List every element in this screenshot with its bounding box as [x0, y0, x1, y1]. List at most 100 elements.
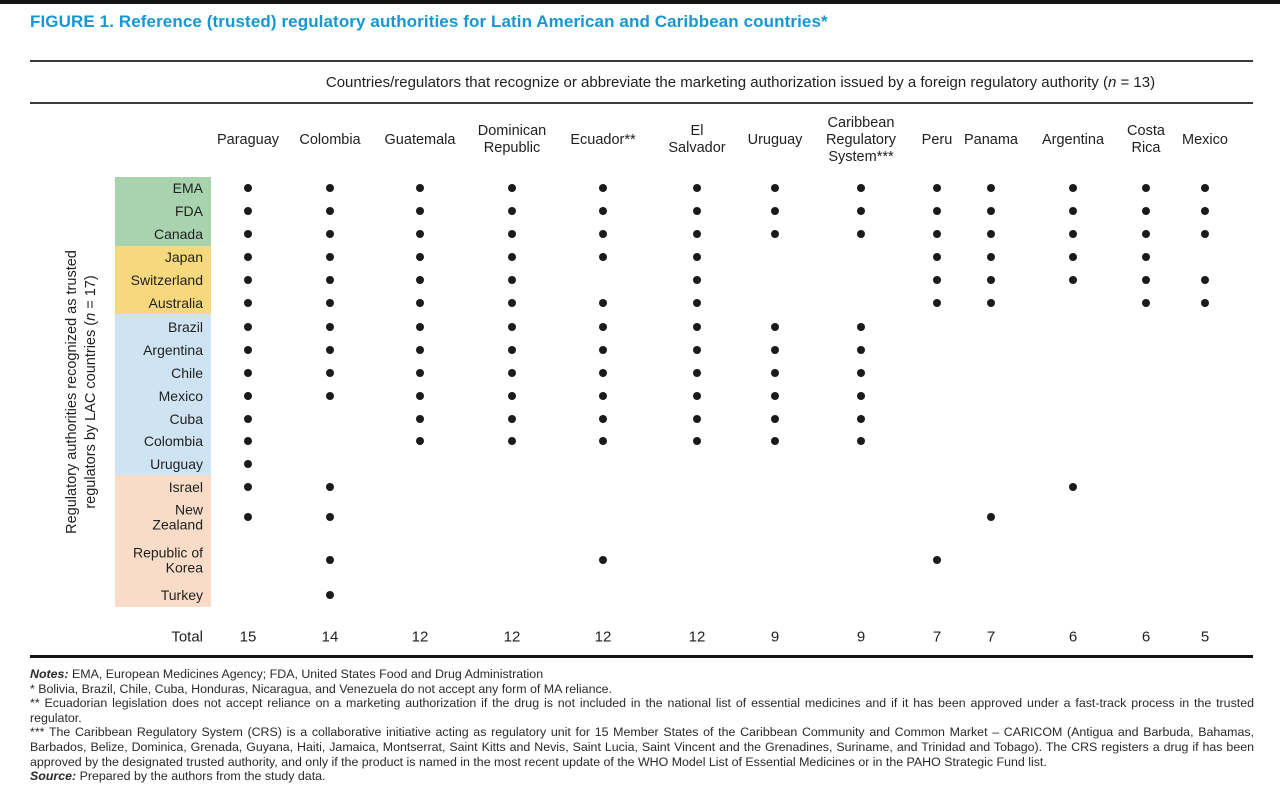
matrix-dot-colombia-uruguay — [771, 437, 779, 445]
header-rule-top — [30, 60, 1253, 62]
row-label-fda: FDA — [175, 202, 203, 219]
matrix-dot-fda-mexico — [1201, 207, 1209, 215]
matrix-dot-switzerland-el-salvador — [693, 276, 701, 284]
matrix-dot-japan-panama — [987, 253, 995, 261]
matrix-dot-fda-panama — [987, 207, 995, 215]
matrix-dot-chile-guatemala — [416, 369, 424, 377]
matrix-dot-fda-uruguay — [771, 207, 779, 215]
span-header-suffix: = 13) — [1116, 74, 1156, 91]
matrix-dot-republic-of-korea-colombia — [326, 556, 334, 564]
matrix-dot-cuba-dominican-republic — [508, 415, 516, 423]
matrix-dot-argentina-el-salvador — [693, 346, 701, 354]
matrix-dot-australia-paraguay — [244, 299, 252, 307]
row-label-ema: EMA — [172, 179, 203, 196]
total-row-label: Total — [171, 628, 203, 646]
notes-block: Notes: EMA, European Medicines Agency; F… — [30, 667, 1254, 784]
matrix-dot-mexico-guatemala — [416, 392, 424, 400]
matrix-dot-new-zealand-panama — [987, 513, 995, 521]
matrix-dot-cuba-caribbean-regulatory-system — [857, 415, 865, 423]
col-header-guatemala: Guatemala — [384, 131, 456, 148]
col-header-argentina: Argentina — [1041, 131, 1105, 148]
matrix-dot-australia-ecuador — [599, 299, 607, 307]
matrix-dot-republic-of-korea-peru — [933, 556, 941, 564]
matrix-dot-brazil-dominican-republic — [508, 323, 516, 331]
matrix-dot-fda-el-salvador — [693, 207, 701, 215]
matrix-dot-israel-argentina — [1069, 483, 1077, 491]
matrix-dot-cuba-uruguay — [771, 415, 779, 423]
source-lead: Source: — [30, 769, 77, 784]
matrix-dot-brazil-caribbean-regulatory-system — [857, 323, 865, 331]
matrix-dot-colombia-paraguay — [244, 437, 252, 445]
matrix-dot-japan-el-salvador — [693, 253, 701, 261]
y-axis-label-line2: regulators by LAC countries (n = 17) — [83, 275, 99, 509]
row-label-turkey: Turkey — [160, 586, 203, 603]
matrix-dot-new-zealand-paraguay — [244, 513, 252, 521]
matrix-dot-japan-peru — [933, 253, 941, 261]
total-caribbean-regulatory-system: 9 — [856, 628, 866, 646]
row-label-japan: Japan — [164, 248, 203, 265]
matrix-dot-switzerland-costa-rica — [1142, 276, 1150, 284]
row-label-canada: Canada — [153, 225, 203, 242]
matrix-dot-canada-ecuador — [599, 230, 607, 238]
matrix-dot-ema-ecuador — [599, 184, 607, 192]
row-label-cuba: Cuba — [169, 410, 203, 427]
col-header-uruguay: Uruguay — [747, 131, 803, 148]
row-label-republic-of-korea: Republic of Korea — [132, 544, 203, 575]
matrix-dot-mexico-caribbean-regulatory-system — [857, 392, 865, 400]
row-label-uruguay: Uruguay — [150, 455, 203, 472]
matrix-dot-australia-el-salvador — [693, 299, 701, 307]
matrix-dot-australia-panama — [987, 299, 995, 307]
matrix-dot-brazil-ecuador — [599, 323, 607, 331]
matrix-dot-switzerland-paraguay — [244, 276, 252, 284]
matrix-dot-mexico-ecuador — [599, 392, 607, 400]
matrix-dot-switzerland-argentina — [1069, 276, 1077, 284]
span-header-text: Countries/regulators that recognize or a… — [325, 74, 1108, 91]
col-header-colombia: Colombia — [299, 131, 361, 148]
col-header-caribbean-regulatory-system: Caribbean Regulatory System*** — [825, 114, 897, 165]
matrix-dot-canada-el-salvador — [693, 230, 701, 238]
matrix-dot-ema-peru — [933, 184, 941, 192]
matrix-dot-canada-peru — [933, 230, 941, 238]
matrix-dot-brazil-guatemala — [416, 323, 424, 331]
footnote-2: ** Ecuadorian legislation does not accep… — [30, 696, 1254, 725]
matrix-dot-mexico-paraguay — [244, 392, 252, 400]
matrix-dot-canada-guatemala — [416, 230, 424, 238]
matrix-dot-turkey-colombia — [326, 591, 334, 599]
matrix-dot-uruguay-paraguay — [244, 460, 252, 468]
matrix-dot-canada-panama — [987, 230, 995, 238]
matrix-dot-mexico-uruguay — [771, 392, 779, 400]
total-dominican-republic: 12 — [503, 628, 521, 646]
matrix-dot-republic-of-korea-ecuador — [599, 556, 607, 564]
matrix-dot-japan-costa-rica — [1142, 253, 1150, 261]
notes-lead: Notes: — [30, 667, 69, 681]
matrix-dot-mexico-colombia — [326, 392, 334, 400]
footnote-1: * Bolivia, Brazil, Chile, Cuba, Honduras… — [30, 681, 612, 696]
matrix-dot-colombia-dominican-republic — [508, 437, 516, 445]
matrix-dot-canada-dominican-republic — [508, 230, 516, 238]
matrix-dot-switzerland-peru — [933, 276, 941, 284]
row-group-band-1 — [115, 246, 211, 314]
matrix-dot-canada-colombia — [326, 230, 334, 238]
matrix-dot-switzerland-guatemala — [416, 276, 424, 284]
matrix-dot-chile-caribbean-regulatory-system — [857, 369, 865, 377]
matrix-dot-ema-el-salvador — [693, 184, 701, 192]
matrix-dot-colombia-ecuador — [599, 437, 607, 445]
matrix-dot-australia-guatemala — [416, 299, 424, 307]
total-el-salvador: 12 — [688, 628, 706, 646]
col-header-mexico: Mexico — [1182, 131, 1228, 148]
total-costa-rica: 6 — [1141, 628, 1151, 646]
matrix-dot-japan-ecuador — [599, 253, 607, 261]
matrix-dot-switzerland-panama — [987, 276, 995, 284]
matrix-dot-cuba-ecuador — [599, 415, 607, 423]
matrix-dot-mexico-dominican-republic — [508, 392, 516, 400]
total-mexico: 5 — [1200, 628, 1210, 646]
row-group-band-2 — [115, 314, 211, 475]
matrix-dot-ema-panama — [987, 184, 995, 192]
matrix-dot-fda-costa-rica — [1142, 207, 1150, 215]
matrix-dot-canada-paraguay — [244, 230, 252, 238]
col-header-dominican-republic: Dominican Republic — [477, 123, 547, 156]
matrix-dot-australia-costa-rica — [1142, 299, 1150, 307]
total-paraguay: 15 — [239, 628, 257, 646]
col-header-panama: Panama — [963, 131, 1018, 148]
figure-title: FIGURE 1. Reference (trusted) regulatory… — [30, 12, 828, 31]
